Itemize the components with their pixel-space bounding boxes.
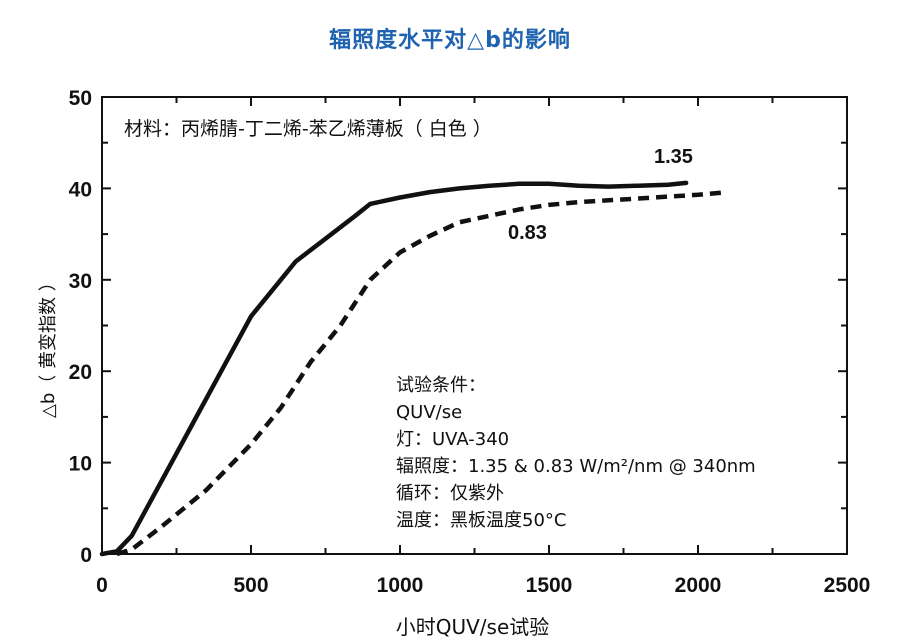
condition-line: 循环：仅紫外 — [396, 483, 504, 504]
x-tick-label: 500 — [233, 574, 268, 597]
test-conditions: 试验条件： QUV/se 灯：UVA-340 辐照度：1.35 & 0.83 W… — [396, 372, 756, 534]
y-tick-label: 20 — [69, 361, 92, 384]
x-tick-label: 1000 — [377, 574, 424, 597]
chart-ticks: 0 500 1000 1500 2000 2500 0 10 20 30 40 50 — [69, 87, 871, 597]
condition-line: 试验条件： — [396, 375, 486, 396]
condition-line: 灯：UVA-340 — [396, 429, 510, 450]
series-line-1-35 — [99, 180, 689, 557]
x-axis-label: 小时QUV/se试验 — [395, 615, 550, 639]
x-tick-label: 2000 — [675, 574, 722, 597]
condition-line: 辐照度：1.35 & 0.83 W/m²/nm @ 340nm — [396, 456, 756, 477]
condition-line: 温度：黑板温度50°C — [396, 510, 567, 531]
y-tick-label: 50 — [69, 87, 92, 110]
y-tick-label: 0 — [80, 544, 92, 567]
y-tick-label: 10 — [69, 453, 92, 476]
series-label-0-83: 0.83 — [508, 222, 547, 244]
chart-title: 辐照度水平对△b的影响 — [329, 28, 571, 53]
series-label-1-35: 1.35 — [654, 146, 693, 168]
condition-line: QUV/se — [396, 402, 463, 423]
y-tick-label: 30 — [69, 270, 92, 293]
x-tick-label: 2500 — [824, 574, 871, 597]
x-tick-label: 0 — [96, 574, 108, 597]
series-line-0-83 — [116, 189, 729, 557]
x-tick-label: 1500 — [526, 574, 573, 597]
y-axis-label: △b（ 黄变指数 ） — [38, 273, 59, 418]
material-annotation: 材料：丙烯腈-丁二烯-苯乙烯薄板（ 白色 ） — [124, 118, 492, 140]
y-tick-label: 40 — [69, 178, 92, 201]
chart-series — [99, 180, 729, 557]
